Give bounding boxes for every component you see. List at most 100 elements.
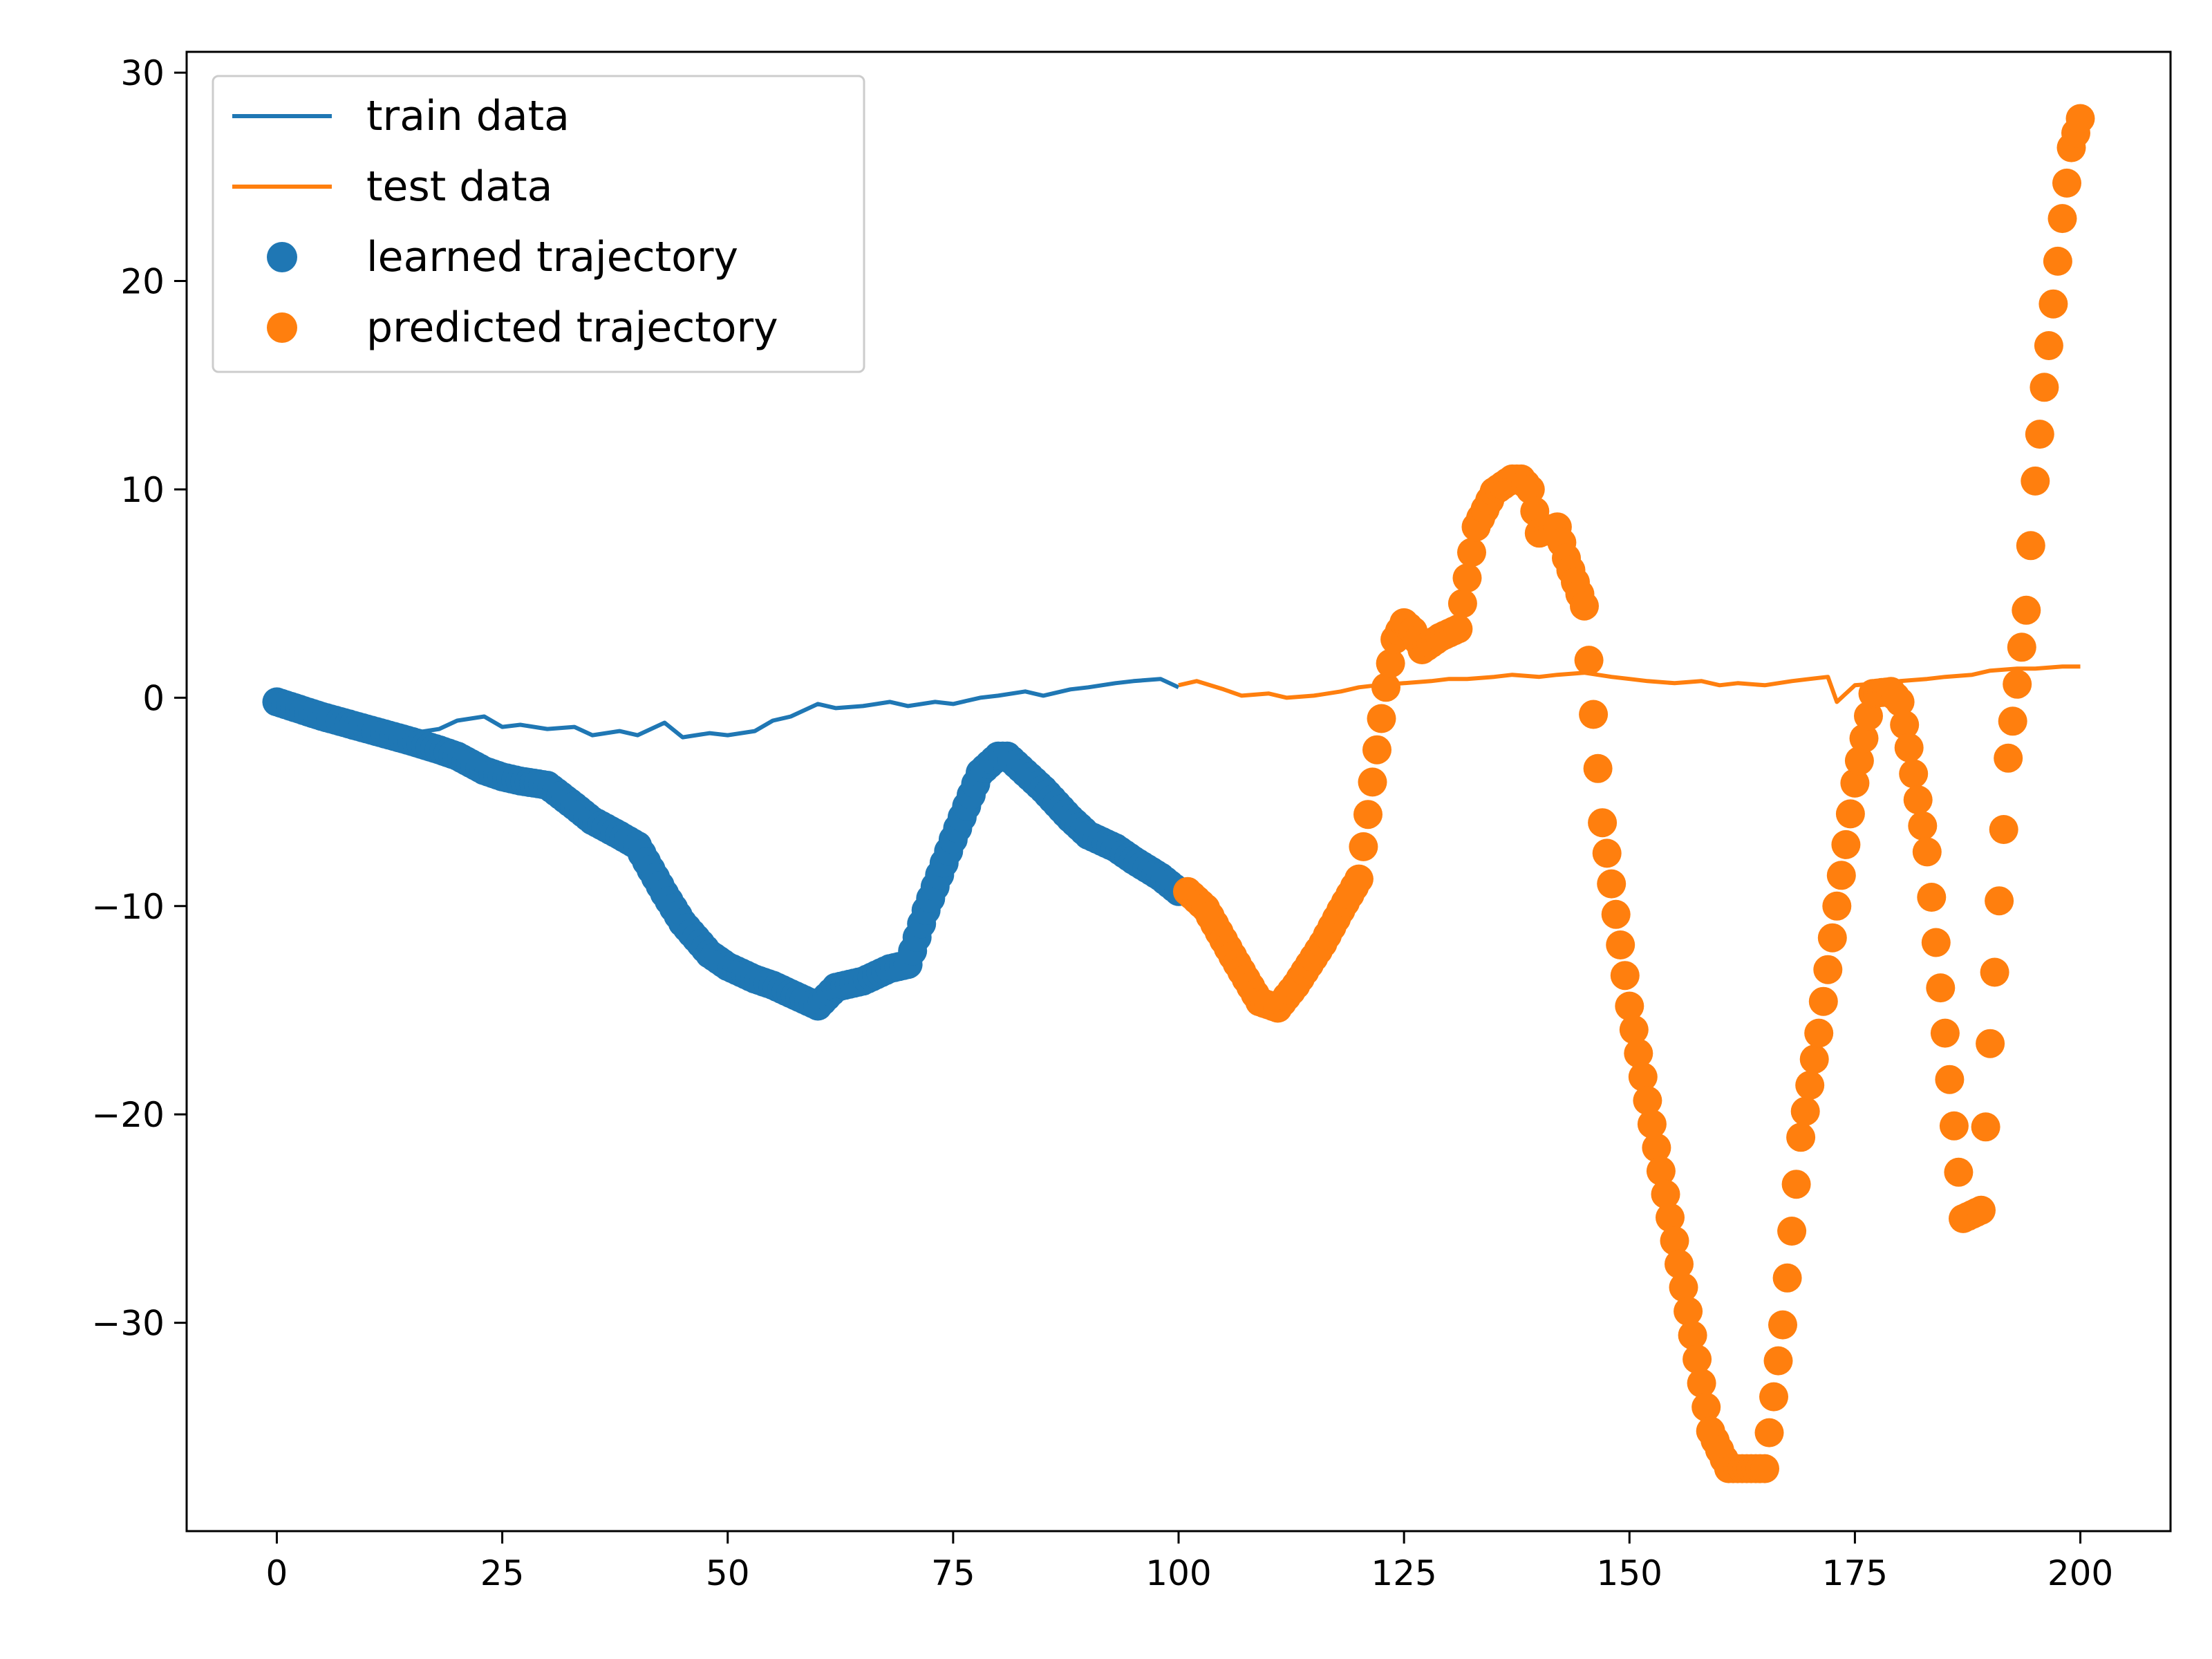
predicted-trajectory-point [1908, 811, 1938, 841]
predicted-trajectory-point [1989, 815, 2018, 844]
legend-label-predicted-trajectory: predicted trajectory [366, 303, 778, 352]
predicted-trajectory-point [1656, 1203, 1685, 1232]
predicted-trajectory-point [2025, 420, 2054, 449]
plot-area [262, 104, 2095, 1483]
predicted-trajectory-point [2043, 246, 2072, 276]
predicted-trajectory-point [1795, 1071, 1825, 1100]
predicted-trajectory-point [2030, 373, 2059, 402]
predicted-trajectory-point [1615, 991, 1644, 1021]
series-scatter-learned-trajectory [262, 687, 1193, 1021]
predicted-trajectory-point [1840, 768, 1870, 798]
predicted-trajectory-point [1844, 746, 1874, 776]
predicted-trajectory-point [1831, 830, 1861, 859]
predicted-trajectory-point [1570, 591, 1599, 621]
predicted-trajectory-point [1588, 808, 1618, 838]
x-tick-label: 175 [1822, 1553, 1888, 1593]
legend-label-learned-trajectory: learned trajectory [366, 233, 738, 281]
predicted-trajectory-point [1826, 861, 1856, 890]
predicted-trajectory-point [1885, 687, 1915, 717]
predicted-trajectory-point [1976, 1029, 2005, 1058]
predicted-trajectory-point [1687, 1369, 1716, 1398]
predicted-trajectory-point [1817, 923, 1847, 953]
predicted-trajectory-point [1651, 1179, 1680, 1209]
x-tick-label: 75 [931, 1553, 975, 1593]
series-line-train-data [276, 677, 1180, 740]
predicted-trajectory-point [1967, 1195, 1996, 1225]
predicted-trajectory-point [1353, 800, 1382, 830]
predicted-trajectory-point [1447, 589, 1477, 618]
predicted-trajectory-point [1804, 1018, 1834, 1048]
predicted-trajectory-point [1985, 886, 2014, 916]
predicted-trajectory-point [1606, 930, 1635, 959]
predicted-trajectory-point [1660, 1226, 1689, 1255]
predicted-trajectory-point [1998, 706, 2027, 736]
predicted-trajectory-point [1777, 1217, 1807, 1246]
predicted-trajectory-point [1601, 899, 1631, 929]
legend-label-train-data: train data [366, 92, 570, 140]
predicted-trajectory-point [1759, 1382, 1788, 1412]
predicted-trajectory-point [1691, 1392, 1721, 1422]
predicted-trajectory-point [2007, 632, 2036, 662]
predicted-trajectory-point [1642, 1133, 1671, 1163]
predicted-trajectory-point [1921, 928, 1951, 957]
predicted-trajectory-point [1610, 961, 1640, 991]
predicted-trajectory-point [2038, 289, 2068, 319]
predicted-trajectory-point [1899, 759, 1929, 789]
y-tick-label: 20 [120, 262, 165, 302]
axes: 0 25 50 75 100 125 150 175 200 −30 −20 −10 0 10 20 30 [91, 50, 2172, 1593]
predicted-trajectory-point [1750, 1454, 1779, 1483]
predicted-trajectory-point [1917, 883, 1947, 912]
predicted-trajectory-point [2012, 595, 2041, 625]
legend-box [212, 75, 865, 373]
predicted-trajectory-point [1894, 733, 1924, 762]
predicted-trajectory-point [1443, 614, 1473, 644]
predicted-trajectory-point [1674, 1297, 1703, 1326]
predicted-trajectory-point [1349, 832, 1378, 861]
predicted-trajectory-point [2016, 531, 2045, 561]
predicted-trajectory-point [1980, 957, 2009, 987]
x-tick-label: 100 [1145, 1553, 1211, 1593]
predicted-trajectory-point [1574, 646, 1604, 675]
predicted-trajectory-point [1592, 838, 1622, 868]
predicted-trajectory-point [1903, 785, 1933, 815]
x-tick-label: 150 [1597, 1553, 1662, 1593]
predicted-trajectory-point [1763, 1346, 1793, 1376]
predicted-trajectory-point [1781, 1170, 1811, 1199]
predicted-trajectory-point [1358, 767, 1387, 797]
predicted-trajectory-point [1944, 1157, 1974, 1187]
series-scatter-predicted-trajectory [1173, 104, 2095, 1483]
predicted-trajectory-point [1376, 648, 1405, 678]
predicted-trajectory-point [1890, 710, 1920, 740]
legend-swatch-predicted-trajectory [267, 312, 297, 343]
predicted-trajectory-point [1926, 973, 1956, 1003]
predicted-trajectory-point [1813, 955, 1843, 984]
x-tick-label: 25 [480, 1553, 525, 1593]
predicted-trajectory-point [1457, 538, 1486, 568]
series-line-test-data [1178, 664, 2081, 704]
predicted-trajectory-point [1628, 1062, 1658, 1091]
predicted-trajectory-point [1799, 1044, 1829, 1074]
predicted-trajectory-point [1669, 1273, 1698, 1302]
predicted-trajectory-point [1808, 986, 1838, 1016]
predicted-trajectory-point [1665, 1249, 1694, 1279]
predicted-trajectory-point [1930, 1018, 1960, 1048]
predicted-trajectory-point [1579, 700, 1609, 729]
predicted-trajectory-point [1637, 1109, 1667, 1139]
y-tick-label: −10 [91, 887, 165, 927]
predicted-trajectory-point [1835, 799, 1865, 829]
predicted-trajectory-point [2003, 669, 2032, 699]
predicted-trajectory-point [2021, 466, 2050, 496]
y-tick-label: 10 [120, 470, 165, 510]
predicted-trajectory-point [1849, 724, 1879, 753]
predicted-trajectory-point [2065, 104, 2095, 133]
predicted-trajectory-point [1678, 1320, 1707, 1350]
predicted-trajectory-point [1362, 735, 1391, 765]
predicted-trajectory-point [1619, 1015, 1649, 1044]
predicted-trajectory-point [1452, 563, 1482, 593]
predicted-trajectory-point [2047, 204, 2077, 234]
predicted-trajectory-point [1515, 475, 1545, 504]
y-tick-label: −30 [91, 1304, 165, 1344]
predicted-trajectory-point [1768, 1310, 1797, 1340]
predicted-trajectory-point [1822, 891, 1852, 921]
y-tick-label: −20 [91, 1095, 165, 1135]
